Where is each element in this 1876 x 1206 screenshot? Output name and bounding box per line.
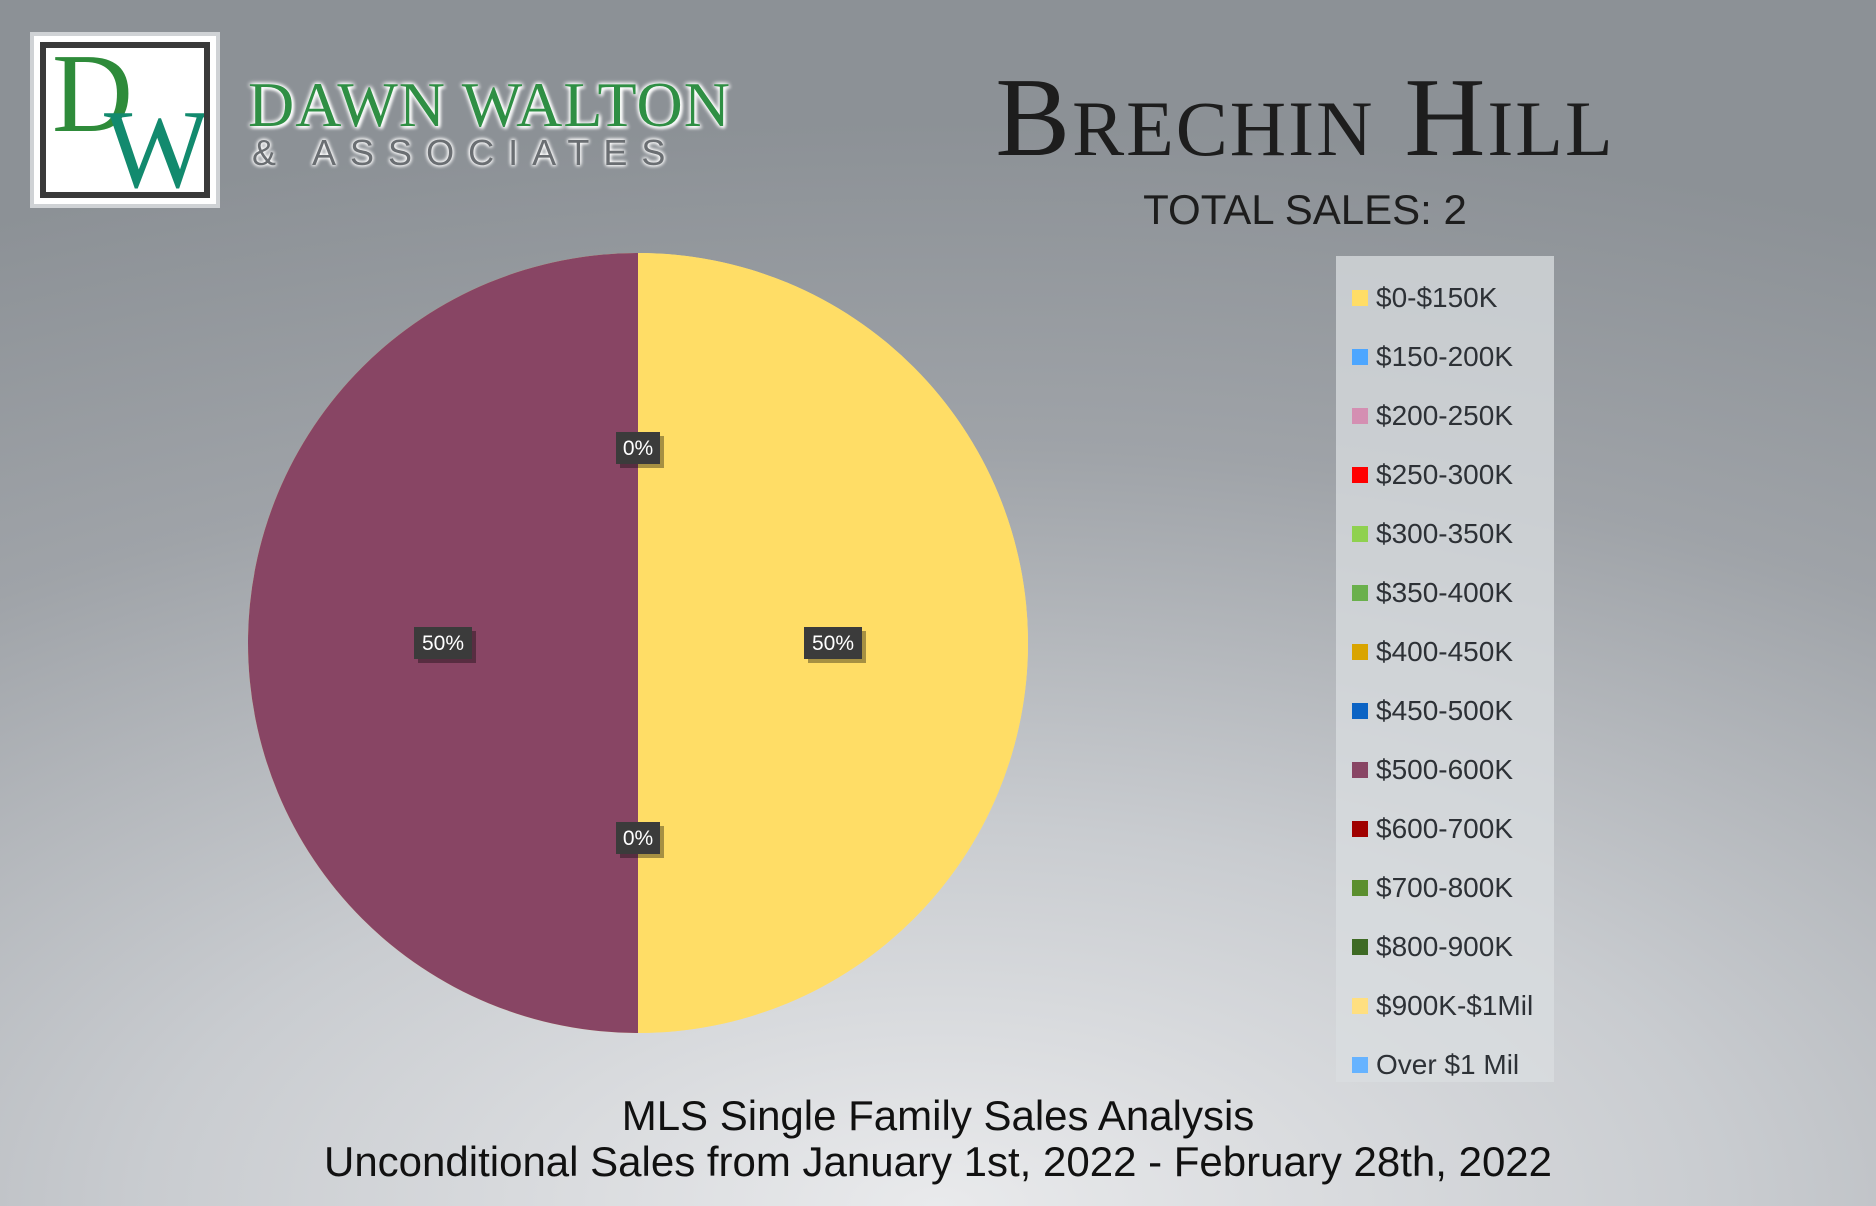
legend-item: $150-200K	[1336, 327, 1554, 386]
pie-slices	[248, 253, 1028, 1033]
legend-label: $700-800K	[1376, 871, 1514, 903]
legend-item: $400-450K	[1336, 622, 1554, 681]
legend-swatch	[1352, 820, 1368, 837]
legend-label: $350-400K	[1376, 576, 1514, 608]
brand-name: DAWN WALTON	[248, 69, 731, 140]
pie-data-label-4: 0%	[616, 822, 664, 858]
legend-swatch	[1352, 702, 1368, 719]
legend-label: $150-200K	[1376, 340, 1514, 372]
legend-label: $900K-$1Mil	[1376, 989, 1534, 1021]
legend-swatch	[1352, 525, 1368, 542]
pie-data-label-text: 0%	[623, 437, 653, 460]
legend-item: $450-500K	[1336, 681, 1554, 740]
legend-label: $800-900K	[1376, 930, 1514, 962]
legend-swatch	[1352, 348, 1368, 365]
legend-swatch	[1352, 289, 1368, 306]
footer-date-range: Unconditional Sales from January 1st, 20…	[323, 1138, 1553, 1185]
logo-letter-d: D	[52, 42, 133, 156]
page-title: Brechin Hill	[995, 56, 1615, 180]
legend-label: $200-250K	[1376, 399, 1514, 431]
legend-item: $800-900K	[1336, 917, 1554, 976]
legend-label: $250-300K	[1376, 458, 1514, 490]
brand-subtitle: & ASSOCIATES	[252, 132, 680, 173]
pie-data-labels: 0% 50% 50% 0%	[414, 432, 866, 858]
logo-frame: D W	[40, 42, 210, 198]
pie-data-label-3: 50%	[804, 627, 866, 663]
pie-data-label-2: 50%	[414, 627, 476, 663]
legend-item: $700-800K	[1336, 858, 1554, 917]
pie-data-label-1: 0%	[616, 432, 664, 468]
legend-swatch	[1352, 938, 1368, 955]
legend-label: $300-350K	[1376, 517, 1514, 549]
legend-item: $300-350K	[1336, 504, 1554, 563]
legend-swatch	[1352, 584, 1368, 601]
legend-item: $250-300K	[1336, 445, 1554, 504]
total-sales: TOTAL SALES: 2	[1143, 186, 1467, 233]
legend-label: $450-500K	[1376, 694, 1514, 726]
legend-item: $350-400K	[1336, 563, 1554, 622]
legend-item: $600-700K	[1336, 799, 1554, 858]
legend-item: Over $1 Mil	[1336, 1035, 1554, 1094]
pie-data-label-text: 50%	[812, 632, 854, 655]
legend-label: $500-600K	[1376, 753, 1514, 785]
logo-letter-w: W	[104, 88, 210, 198]
legend-swatch	[1352, 1056, 1368, 1073]
legend-swatch	[1352, 879, 1368, 896]
legend-item: $900K-$1Mil	[1336, 976, 1554, 1035]
legend-label: $0-$150K	[1376, 281, 1498, 313]
legend-item: $200-250K	[1336, 386, 1554, 445]
company-logo: D W	[30, 32, 220, 208]
legend-label: Over $1 Mil	[1376, 1048, 1520, 1080]
legend-label: $400-450K	[1376, 635, 1514, 667]
pie-data-label-text: 0%	[623, 827, 653, 850]
legend-item: $500-600K	[1336, 740, 1554, 799]
chart-legend: $0-$150K $150-200K $200-250K $250-300K $300-…	[1336, 256, 1554, 1082]
legend-swatch	[1352, 407, 1368, 424]
legend-item: $0-$150K	[1336, 268, 1554, 327]
legend-swatch	[1352, 466, 1368, 483]
legend-swatch	[1352, 761, 1368, 778]
legend-swatch	[1352, 997, 1368, 1014]
footer-title: MLS Single Family Sales Analysis	[621, 1092, 1255, 1139]
legend-label: $600-700K	[1376, 812, 1514, 844]
pie-data-label-text: 50%	[422, 632, 464, 655]
legend-swatch	[1352, 643, 1368, 660]
